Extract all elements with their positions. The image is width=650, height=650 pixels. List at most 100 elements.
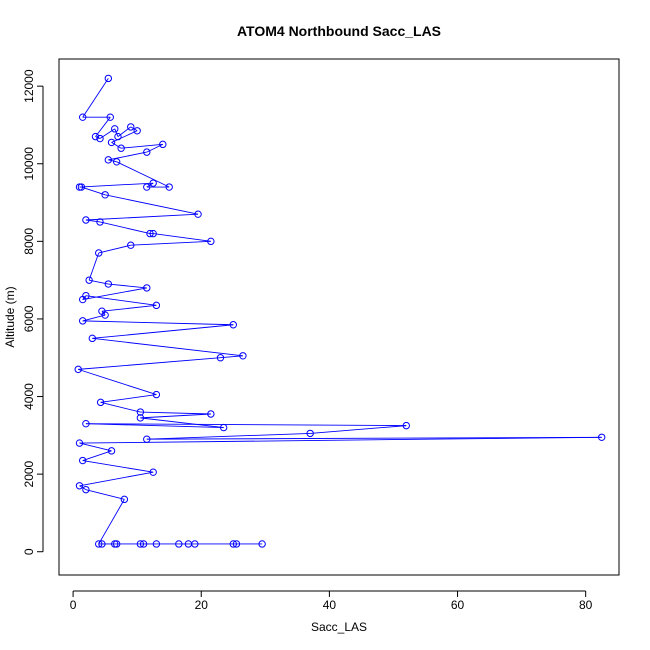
chart-title: ATOM4 Northbound Sacc_LAS xyxy=(237,23,441,39)
data-point xyxy=(82,216,90,224)
data-point xyxy=(175,540,183,548)
series-segment xyxy=(116,161,170,188)
data-point xyxy=(191,540,199,548)
y-tick-label: 2000 xyxy=(22,460,36,487)
series-segment xyxy=(92,324,234,339)
series-segment xyxy=(105,194,199,215)
data-point xyxy=(104,280,113,288)
data-point xyxy=(598,433,606,441)
series-segment xyxy=(140,413,211,419)
data-point xyxy=(139,540,148,548)
series-segment xyxy=(78,368,157,396)
data-point xyxy=(258,540,266,548)
series-segment xyxy=(78,357,221,370)
data-point xyxy=(143,148,151,156)
series-segment xyxy=(111,142,122,149)
series-segment xyxy=(108,159,117,163)
series-segment xyxy=(146,182,154,188)
data-point xyxy=(149,229,157,238)
series-segment xyxy=(140,417,224,429)
data-point xyxy=(143,284,151,292)
series-segment xyxy=(310,425,407,434)
series-segment xyxy=(82,78,109,118)
series-segment xyxy=(81,186,106,196)
data-point xyxy=(82,291,90,300)
series-points xyxy=(74,74,606,548)
x-tick-label: 0 xyxy=(70,598,77,612)
data-point xyxy=(75,439,84,447)
data-point xyxy=(104,156,113,164)
y-tick-label: 8000 xyxy=(22,228,36,255)
series-segment xyxy=(85,423,407,427)
series-segment xyxy=(121,143,163,149)
y-tick-label: 4000 xyxy=(22,383,36,410)
data-point xyxy=(75,482,84,490)
x-axis: 0 20 40 60 80 xyxy=(70,590,593,612)
data-point xyxy=(101,191,109,199)
data-point xyxy=(219,423,228,432)
series-segment xyxy=(101,310,106,316)
series-segment xyxy=(79,442,112,452)
data-point xyxy=(107,138,116,147)
series-segment xyxy=(98,244,131,254)
data-point xyxy=(152,390,161,399)
series-segment xyxy=(82,295,87,300)
data-point xyxy=(106,113,114,121)
series-segment xyxy=(130,126,138,132)
data-point xyxy=(95,540,103,548)
data-point xyxy=(216,354,225,362)
y-axis-label: Altitude (m) xyxy=(3,286,17,347)
data-point xyxy=(85,276,93,284)
data-point xyxy=(112,158,121,166)
data-point xyxy=(82,485,90,494)
data-point xyxy=(104,74,113,83)
series-segment xyxy=(82,320,234,326)
data-point xyxy=(232,540,241,548)
data-point xyxy=(112,540,121,548)
data-point xyxy=(88,334,97,343)
series-segment xyxy=(140,411,211,415)
data-point xyxy=(239,352,247,360)
series-segment xyxy=(82,460,154,473)
series-segment xyxy=(85,423,224,429)
series-segment xyxy=(85,295,157,306)
data-point xyxy=(143,435,151,443)
series-segment xyxy=(79,471,154,487)
data-point xyxy=(152,540,161,548)
series-segment xyxy=(153,233,211,242)
data-point xyxy=(149,468,157,476)
series-segment xyxy=(111,130,138,143)
data-point xyxy=(111,540,119,548)
series-segment xyxy=(85,489,125,500)
data-point xyxy=(207,237,215,246)
data-point xyxy=(75,183,84,191)
data-point xyxy=(127,123,135,131)
data-point xyxy=(114,132,122,141)
data-point xyxy=(152,301,161,310)
data-point xyxy=(143,183,151,191)
plot-area-frame xyxy=(58,58,620,576)
data-point xyxy=(96,398,105,407)
series-segment xyxy=(146,436,602,440)
series-segment xyxy=(95,116,111,137)
data-point xyxy=(117,144,125,152)
data-point xyxy=(194,210,202,218)
series-segment xyxy=(220,355,243,359)
series-lines xyxy=(78,78,602,545)
data-point xyxy=(98,540,106,548)
y-tick-label: 0 xyxy=(22,548,36,555)
data-point xyxy=(96,218,104,226)
data-point xyxy=(111,125,119,133)
series-segment xyxy=(117,126,132,137)
data-point xyxy=(77,183,86,191)
data-point xyxy=(306,429,314,438)
series-segment xyxy=(88,252,100,281)
data-point xyxy=(159,140,167,149)
data-point xyxy=(165,183,173,191)
data-point xyxy=(127,241,135,249)
series-segment xyxy=(79,436,602,444)
series-segment xyxy=(101,304,157,312)
data-point xyxy=(82,419,90,428)
series-segment xyxy=(146,432,311,440)
